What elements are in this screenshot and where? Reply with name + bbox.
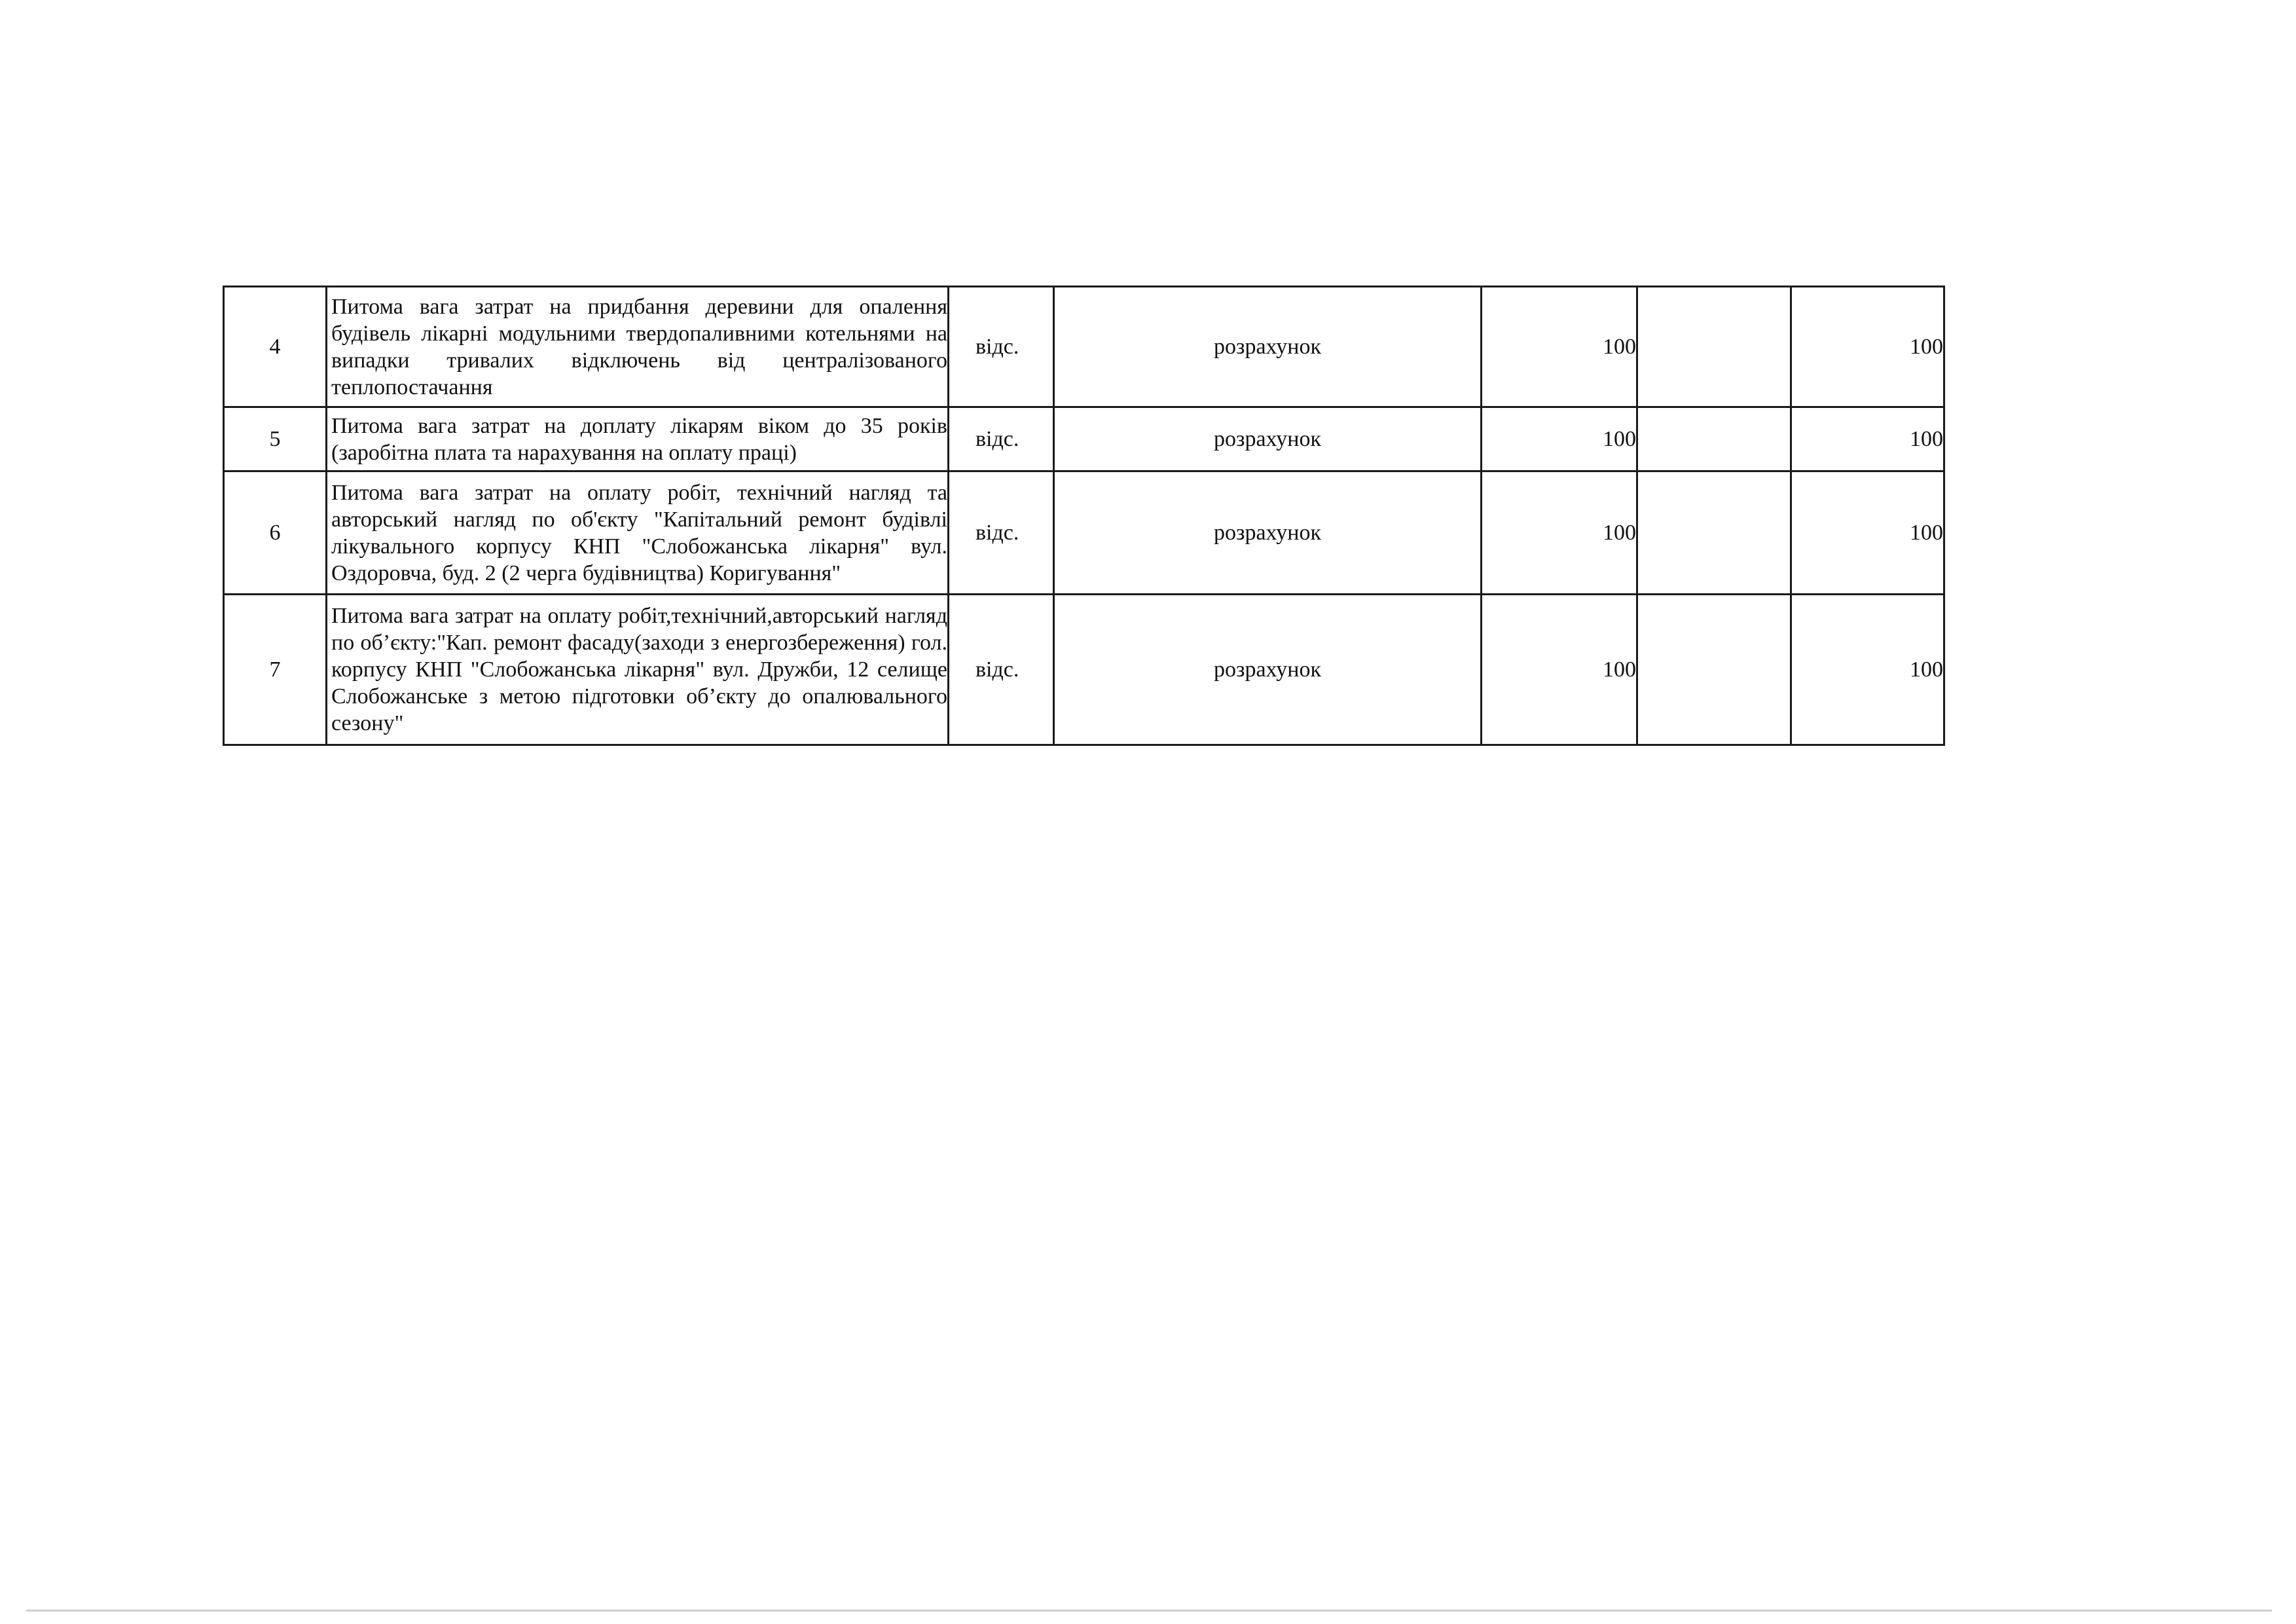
value-cell: 100 [1790, 470, 1945, 595]
empty-cell [1636, 593, 1792, 746]
unit-cell: відс. [947, 286, 1055, 408]
row-number: 4 [223, 286, 327, 408]
value-cell: 100 [1480, 406, 1638, 472]
table-row: 5 Питома вага затрат на доплату лікарям в… [223, 406, 1945, 472]
unit-cell: відс. [947, 470, 1055, 595]
source-cell: розрахунок [1053, 593, 1482, 746]
source-cell: розрахунок [1053, 470, 1482, 595]
empty-cell [1636, 286, 1792, 408]
row-number: 5 [223, 406, 327, 472]
indicator-description: Питома вага затрат на придбання деревини… [325, 286, 949, 408]
indicator-description: Питома вага затрат на оплату робіт,техні… [325, 593, 949, 746]
value-cell: 100 [1790, 406, 1945, 472]
table-row: 7 Питома вага затрат на оплату робіт,техн… [223, 593, 1945, 746]
source-cell: розрахунок [1053, 286, 1482, 408]
scan-edge-line [26, 1610, 2272, 1612]
value-cell: 100 [1790, 593, 1945, 746]
indicators-table: 4 Питома вага затрат на придбання деревин… [223, 286, 1945, 746]
indicator-description: Питома вага затрат на оплату робіт, техн… [325, 470, 949, 595]
value-cell: 100 [1480, 286, 1638, 408]
value-cell: 100 [1480, 593, 1638, 746]
row-number: 6 [223, 470, 327, 595]
indicator-description: Питома вага затрат на доплату лікарям ві… [325, 406, 949, 472]
table-row: 6 Питома вага затрат на оплату робіт, тех… [223, 470, 1945, 595]
unit-cell: відс. [947, 593, 1055, 746]
table-row: 4 Питома вага затрат на придбання деревин… [223, 286, 1945, 408]
empty-cell [1636, 406, 1792, 472]
unit-cell: відс. [947, 406, 1055, 472]
value-cell: 100 [1790, 286, 1945, 408]
empty-cell [1636, 470, 1792, 595]
value-cell: 100 [1480, 470, 1638, 595]
source-cell: розрахунок [1053, 406, 1482, 472]
row-number: 7 [223, 593, 327, 746]
